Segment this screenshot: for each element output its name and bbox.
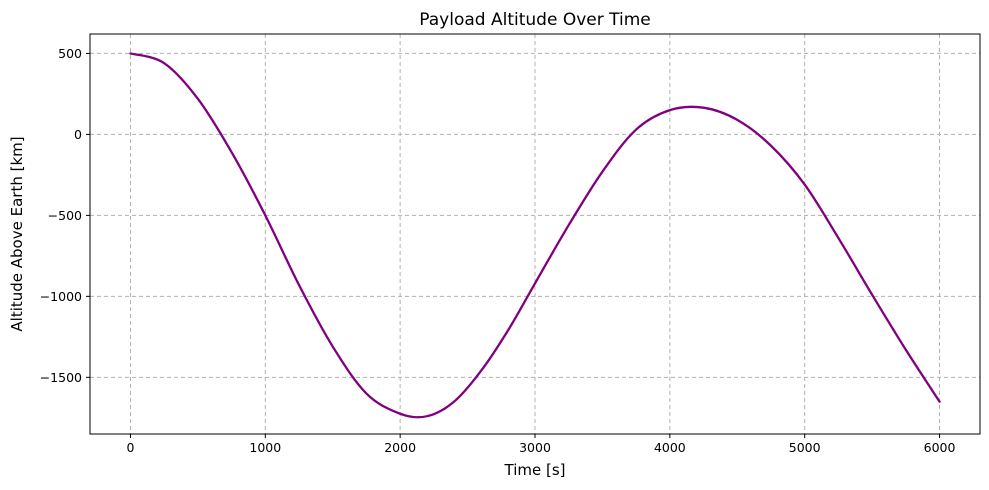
y-tick-label: −1500 bbox=[40, 370, 82, 385]
y-axis-label: Altitude Above Earth [km] bbox=[8, 136, 26, 331]
y-tick-label: 500 bbox=[58, 46, 82, 61]
y-tick-label: −500 bbox=[48, 208, 82, 223]
x-axis-label: Time [s] bbox=[504, 461, 566, 479]
chart-title: Payload Altitude Over Time bbox=[419, 10, 650, 30]
grid bbox=[90, 34, 980, 434]
y-tick-label: 0 bbox=[74, 127, 82, 142]
x-tick-label: 1000 bbox=[249, 440, 281, 455]
ticks: 0 1000 2000 3000 4000 5000 60005000−500−1000−1… bbox=[40, 46, 956, 455]
x-tick-label: 2000 bbox=[384, 440, 416, 455]
altitude-line bbox=[129, 52, 941, 419]
y-tick-label: −1000 bbox=[40, 289, 82, 304]
x-tick-label: 0 bbox=[126, 440, 134, 455]
x-tick-label: 5000 bbox=[789, 440, 821, 455]
x-tick-label: 3000 bbox=[519, 440, 551, 455]
x-tick-label: 6000 bbox=[924, 440, 956, 455]
series-layer bbox=[129, 52, 941, 419]
x-tick-label: 4000 bbox=[654, 440, 686, 455]
